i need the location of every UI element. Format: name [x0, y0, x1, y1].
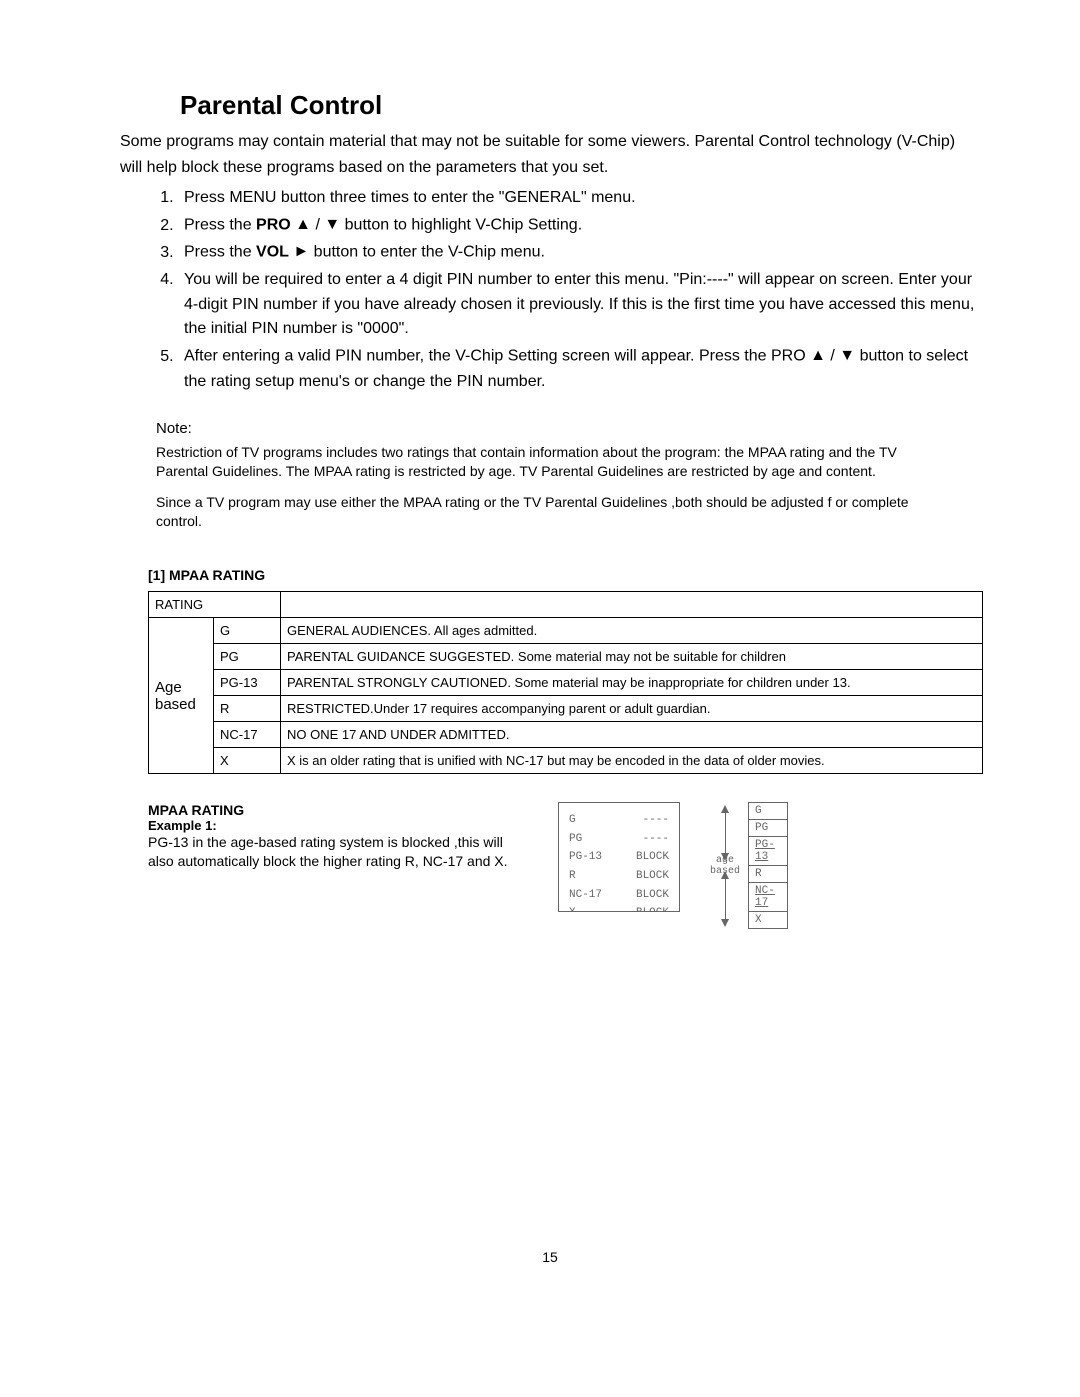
rating-code: PG — [214, 644, 281, 670]
intro-text: Some programs may contain material that … — [120, 129, 980, 180]
rating-code: G — [214, 618, 281, 644]
vertical-arrow-icon — [725, 877, 726, 921]
step-3-a: Press the — [184, 244, 256, 261]
rating-header: RATING — [149, 592, 281, 618]
step-4: You will be required to enter a 4 digit … — [178, 268, 980, 342]
rating-desc: PARENTAL GUIDANCE SUGGESTED. Some materi… — [281, 644, 983, 670]
rating-header-blank — [281, 592, 983, 618]
note-heading: Note: — [156, 420, 980, 437]
note-1: Restriction of TV programs includes two … — [156, 443, 920, 481]
step-3-c: button to enter the V-Chip menu. — [314, 244, 545, 261]
rating-code: NC-17 — [214, 722, 281, 748]
bb-r: BLOCK — [636, 886, 669, 905]
up-triangle-icon: ▲ — [295, 213, 311, 238]
scale-cell: NC-17 — [748, 882, 788, 911]
example-1-label: Example 1: — [148, 818, 528, 833]
step-3: Press the VOL ► button to enter the V-Ch… — [178, 240, 980, 265]
up-triangle-icon: ▲ — [810, 344, 826, 369]
bb-r: BLOCK — [636, 904, 669, 912]
block-status-box: G ---- PG ---- PG-13 BLOCK R BLOCK NC-17 BLOC… — [558, 802, 680, 912]
bb-l: PG — [569, 830, 582, 849]
steps-list: Press MENU button three times to enter t… — [150, 186, 980, 394]
vertical-arrow-icon — [725, 811, 726, 855]
rating-code: R — [214, 696, 281, 722]
rating-scale: G PG PG-13 R NC-17 X — [748, 802, 788, 929]
step-2: Press the PRO ▲ / ▼ button to highlight … — [178, 213, 980, 238]
scale-cell: R — [748, 865, 788, 882]
scale-cell: G — [748, 802, 788, 819]
step-5: After entering a valid PIN number, the V… — [178, 344, 980, 394]
step-2-a: Press the — [184, 217, 256, 234]
bb-r: BLOCK — [636, 867, 669, 886]
bb-l: R — [569, 867, 576, 886]
rating-desc: GENERAL AUDIENCES. All ages admitted. — [281, 618, 983, 644]
step-2-pro: PRO — [256, 217, 291, 234]
scale-cell: PG — [748, 819, 788, 836]
section-1-heading: [1] MPAA RATING — [148, 567, 980, 583]
step-2-c: button to highlight V-Chip Setting. — [345, 217, 583, 234]
age-based-cell: Age based — [149, 618, 214, 774]
mpaa-ratings-table: RATING Age based G GENERAL AUDIENCES. Al… — [148, 591, 983, 774]
mpaa-rating-subhead: MPAA RATING — [148, 802, 528, 818]
down-triangle-icon: ▼ — [839, 344, 855, 369]
rating-desc: PARENTAL STRONGLY CAUTIONED. Some materi… — [281, 670, 983, 696]
page-title: Parental Control — [180, 90, 980, 121]
bb-l: X — [569, 904, 576, 912]
step-5-a: After entering a valid PIN number, the V… — [184, 348, 810, 365]
page-number: 15 — [120, 1249, 980, 1265]
slash: / — [826, 348, 839, 365]
scale-cell: PG-13 — [748, 836, 788, 865]
example-1-text: PG-13 in the age-based rating system is … — [148, 833, 528, 871]
down-triangle-icon: ▼ — [324, 213, 340, 238]
slash: / — [311, 217, 324, 234]
bb-l: NC-17 — [569, 886, 602, 905]
rating-code: X — [214, 748, 281, 774]
bb-l: PG-13 — [569, 848, 602, 867]
bb-r: BLOCK — [636, 848, 669, 867]
bb-r: ---- — [643, 830, 669, 849]
right-triangle-icon: ► — [293, 240, 309, 265]
step-3-vol: VOL — [256, 244, 289, 261]
scale-cell: X — [748, 911, 788, 929]
note-2: Since a TV program may use either the MP… — [156, 493, 920, 531]
rating-desc: X is an older rating that is unified wit… — [281, 748, 983, 774]
bb-l: G — [569, 811, 576, 830]
rating-code: PG-13 — [214, 670, 281, 696]
step-1: Press MENU button three times to enter t… — [178, 186, 980, 211]
rating-desc: NO ONE 17 AND UNDER ADMITTED. — [281, 722, 983, 748]
rating-desc: RESTRICTED.Under 17 requires accompanyin… — [281, 696, 983, 722]
bb-r: ---- — [643, 811, 669, 830]
